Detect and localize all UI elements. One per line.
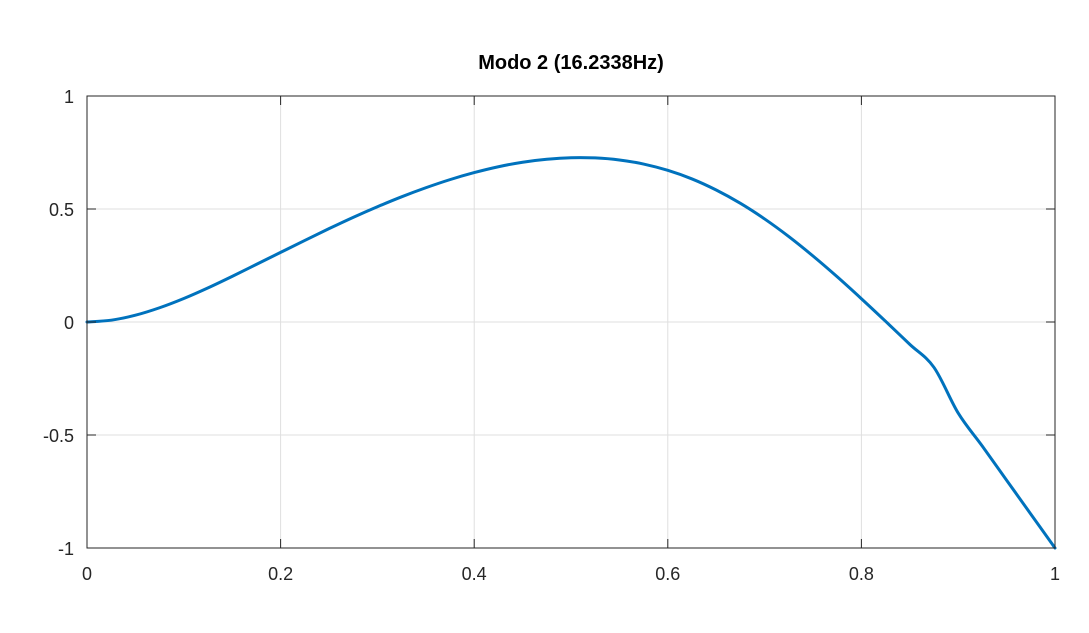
y-tick-label: 0 bbox=[64, 313, 74, 333]
chart-title: Modo 2 (16.2338Hz) bbox=[478, 52, 664, 74]
x-tick-label: 0.6 bbox=[655, 564, 680, 584]
series-layer bbox=[85, 156, 1057, 550]
y-tick-label: -0.5 bbox=[43, 426, 74, 446]
ticks: 0 0.2 0.4 0.6 0.8 1 1 0.5 0 -0.5 -1 bbox=[43, 87, 1060, 584]
y-tick-label: 0.5 bbox=[49, 200, 74, 220]
x-tick-label: 0 bbox=[82, 564, 92, 584]
x-tick-label: 0.8 bbox=[849, 564, 874, 584]
series-line-modo-2 bbox=[85, 156, 1057, 550]
x-tick-label: 0.4 bbox=[462, 564, 487, 584]
x-tick-label: 0.2 bbox=[268, 564, 293, 584]
y-tick-label: 1 bbox=[64, 87, 74, 107]
y-tick-label: -1 bbox=[58, 539, 74, 559]
x-tick-label: 1 bbox=[1050, 564, 1060, 584]
